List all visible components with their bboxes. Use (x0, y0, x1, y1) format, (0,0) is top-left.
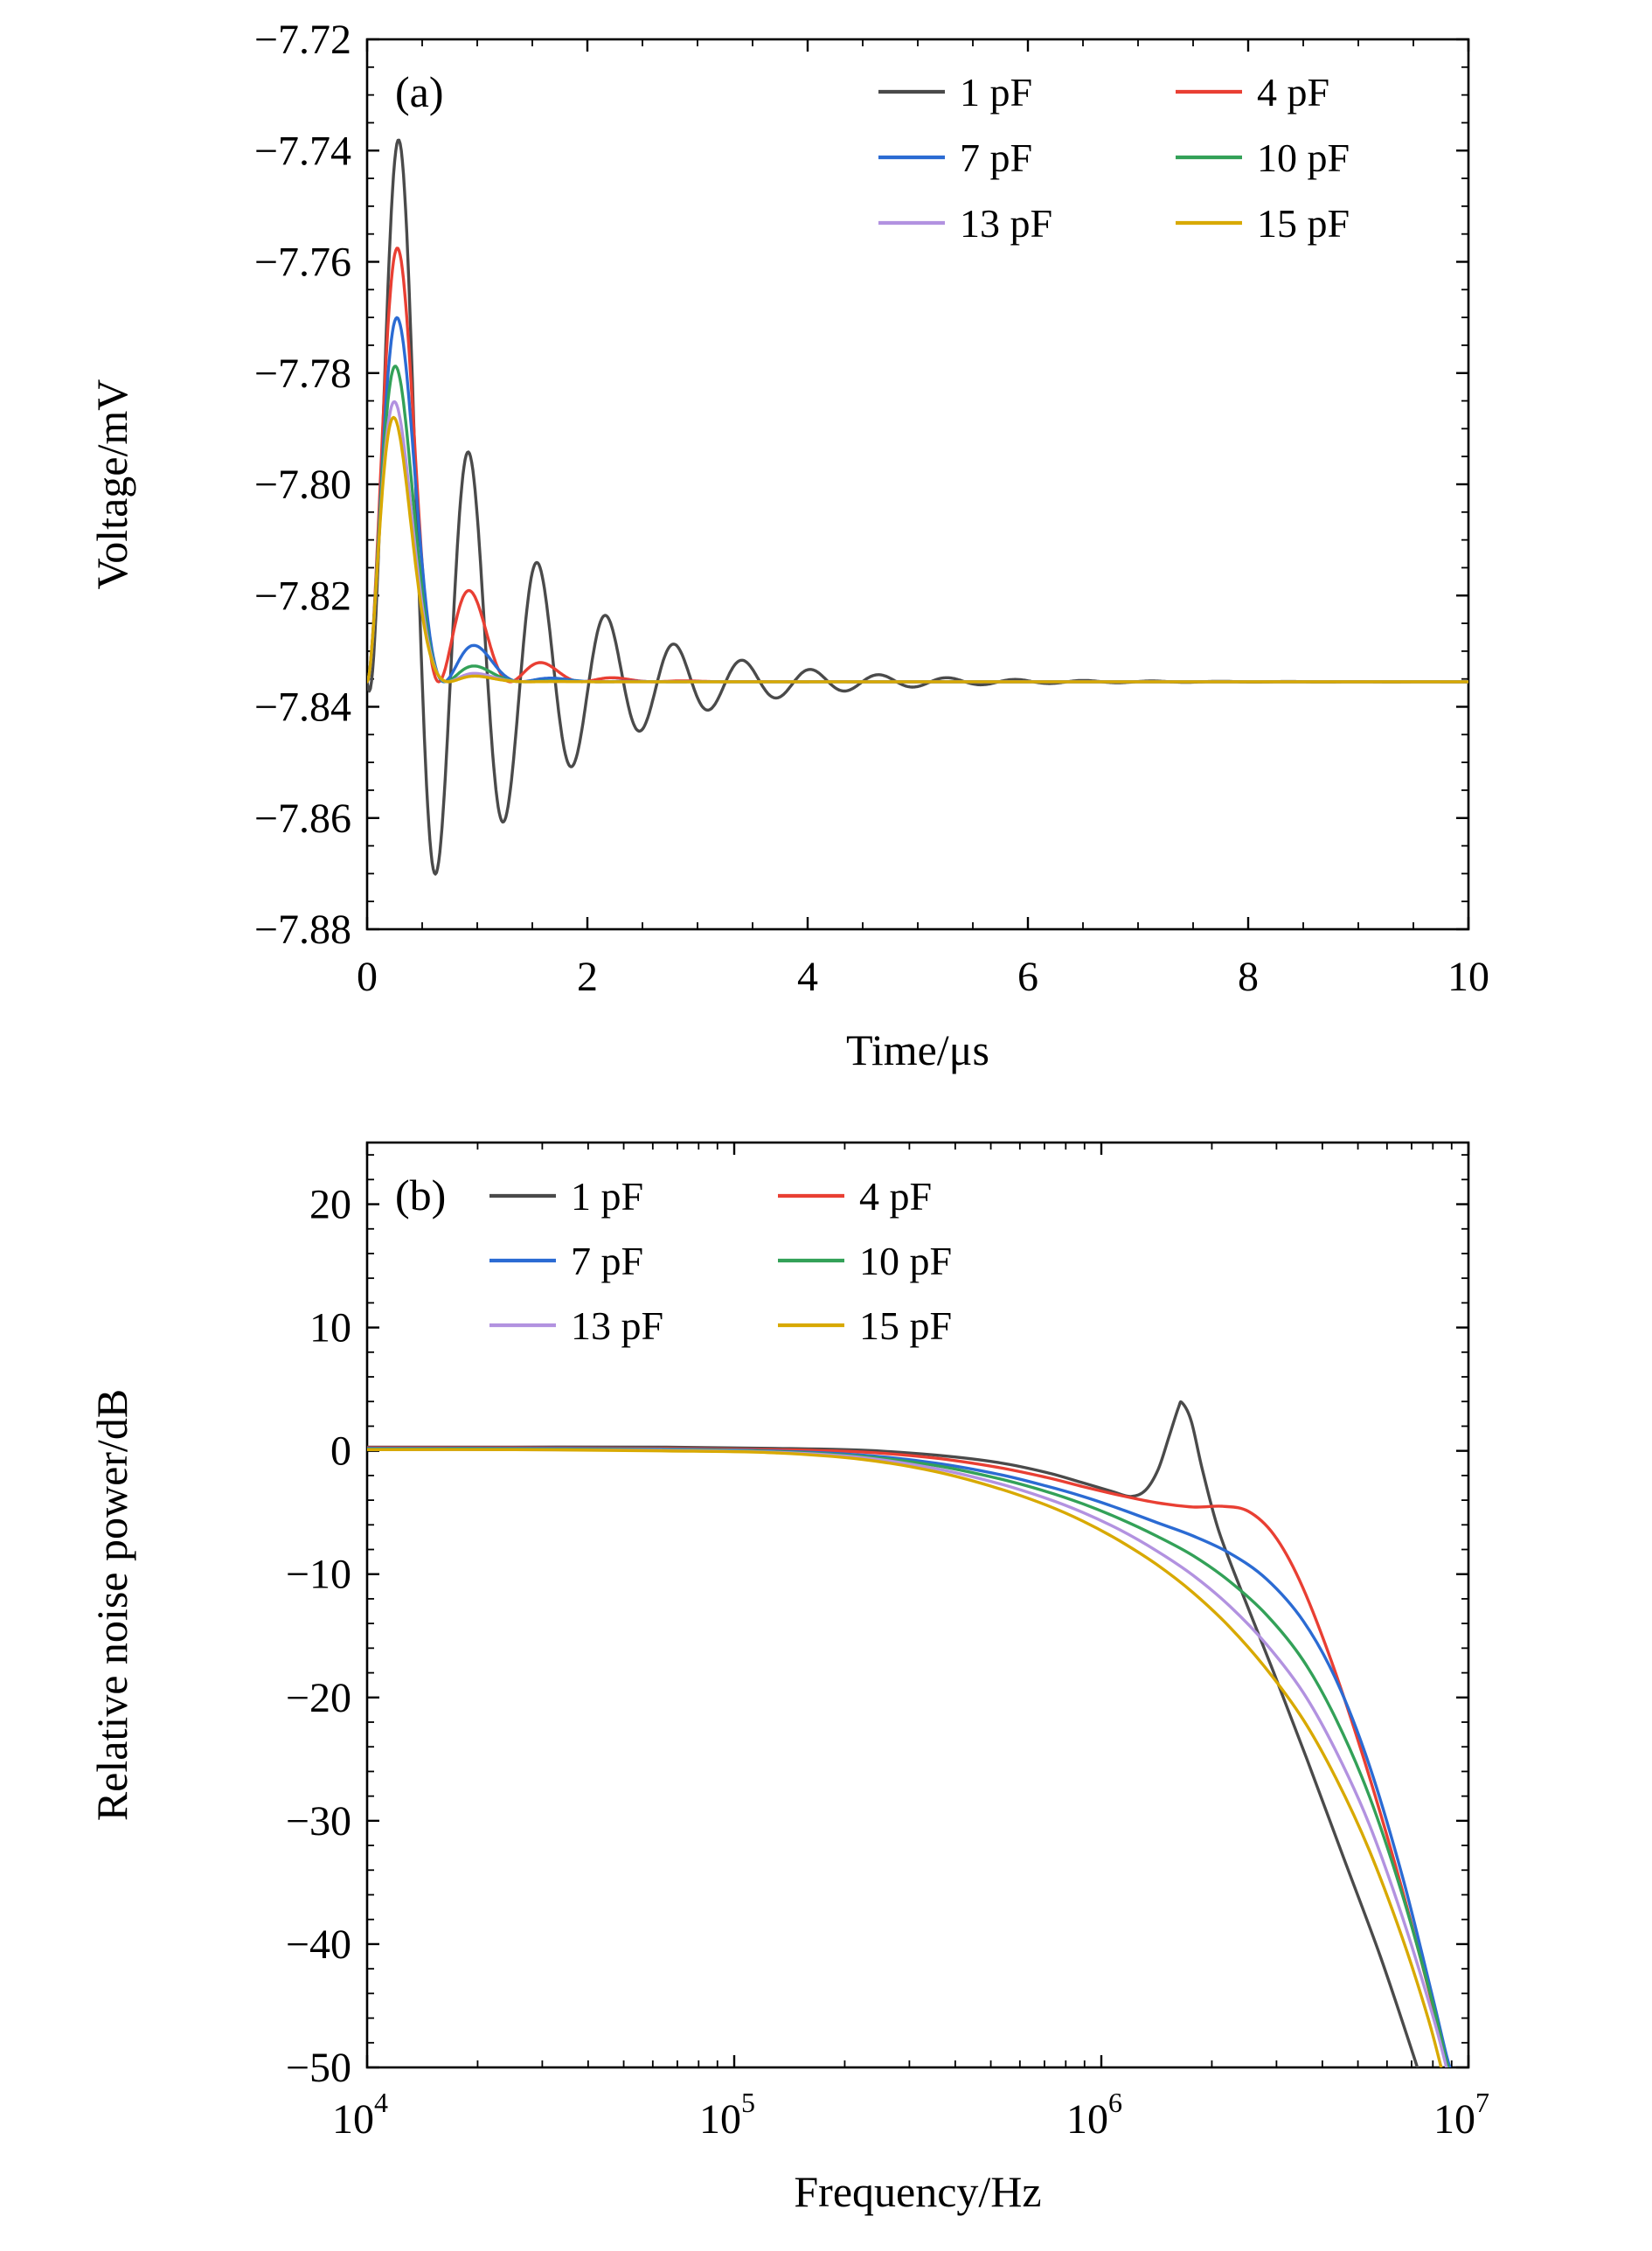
panel-b-legend-label-10-pF: 10 pF (859, 1239, 952, 1283)
panel-b-curve-7-pF (367, 1447, 1452, 2067)
panel-b-xlabel: Frequency/Hz (794, 2167, 1041, 2216)
panel-a-curve-13-pF (367, 399, 1468, 684)
panel-a-ytick: −7.76 (254, 240, 351, 286)
panel-b-curve-4-pF (367, 1446, 1449, 2067)
panel-a-ytick: −7.84 (254, 684, 351, 731)
panel-a: 0 2 4 6 8 10 −7.72 −7.74 −7.76 −7.78 −7.80 −7.82 −7.… (87, 17, 1489, 1074)
panel-b-curve-10-pF (367, 1447, 1450, 2067)
panel-b-legend-label-13-pF: 13 pF (571, 1303, 663, 1348)
panel-b-xtick: 104 (332, 2087, 388, 2143)
panel-b-ytick: −30 (286, 1798, 351, 1845)
panel-a-legend-label-1-pF: 1 pF (960, 70, 1032, 115)
panel-a-ytick: −7.74 (254, 128, 351, 174)
panel-b-ytick: −20 (286, 1675, 351, 1721)
panel-b-curve-15-pF (367, 1448, 1443, 2067)
panel-b-curve-1-pF (367, 1400, 1419, 2067)
panel-a-ytick: −7.78 (254, 351, 351, 397)
panel-a-curve-15-pF (367, 415, 1468, 684)
panel-b-ytick: 20 (309, 1182, 351, 1228)
panel-b-frame (365, 1141, 1470, 2069)
panel-a-legend-label-4-pF: 4 pF (1257, 70, 1329, 115)
panel-a-ticks (365, 38, 1470, 931)
panel-b-xtick: 105 (699, 2087, 755, 2143)
panel-a-ytick: −7.80 (254, 462, 351, 508)
panel-b-ytick: −40 (286, 1921, 351, 1968)
panel-a-legend-label-7-pF: 7 pF (960, 135, 1032, 180)
panel-a-legend-label-15-pF: 15 pF (1257, 201, 1350, 246)
panel-b-legend-label-15-pF: 15 pF (859, 1303, 952, 1348)
panel-a-xtick: 8 (1238, 954, 1259, 1000)
panel-a-xlabel: Time/μs (846, 1025, 989, 1074)
panel-b-ytick: 10 (309, 1305, 351, 1351)
panel-b-curves (367, 1400, 1452, 2067)
panel-a-curve-7-pF (367, 316, 1468, 684)
panel-a-xtick: 4 (797, 954, 818, 1000)
panel-b-ylabel: Relative noise power/dB (87, 1389, 136, 1821)
panel-b: 104 105 106 107 20 10 0 −10 −20 −30 −40 −50 Frequenc… (87, 1141, 1489, 2216)
panel-b-ticks (365, 1143, 1470, 2069)
panel-a-ylabel: Voltage/mV (87, 379, 136, 590)
panel-a-ytick: −7.86 (254, 795, 351, 842)
panel-a-curve-1-pF (367, 138, 1468, 876)
panel-a-ytick: −7.72 (254, 17, 351, 63)
panel-a-curve-4-pF (367, 247, 1468, 684)
panel-b-ytick: 0 (330, 1428, 351, 1475)
panel-a-curve-10-pF (367, 365, 1468, 684)
panel-a-curves (367, 138, 1468, 876)
panel-a-letter: (a) (395, 67, 444, 116)
panel-b-legend-label-4-pF: 4 pF (859, 1174, 932, 1219)
panel-a-xtick: 0 (357, 954, 378, 1000)
panel-b-axis-labels: 104 105 106 107 20 10 0 −10 −20 −30 −40 −50 Frequenc… (87, 1171, 1489, 2216)
panel-a-xtick: 6 (1017, 954, 1038, 1000)
panel-a-axis-labels: 0 2 4 6 8 10 −7.72 −7.74 −7.76 −7.78 −7.80 −7.82 −7.… (87, 17, 1489, 1074)
panel-b-letter: (b) (395, 1171, 446, 1219)
panel-b-xtick: 106 (1066, 2087, 1122, 2143)
panel-b-ytick: −10 (286, 1552, 351, 1598)
panel-b-legend: 1 pF 7 pF 13 pF 4 pF 10 pF 15 pF (489, 1174, 952, 1348)
panel-a-xtick: 10 (1447, 954, 1489, 1000)
panel-b-xtick: 107 (1433, 2087, 1489, 2143)
panel-a-legend-label-13-pF: 13 pF (960, 201, 1052, 246)
panel-b-ytick: −50 (286, 2045, 351, 2091)
panel-a-xtick: 2 (577, 954, 598, 1000)
panel-b-legend-label-1-pF: 1 pF (571, 1174, 643, 1219)
panel-a-ytick: −7.88 (254, 907, 351, 953)
panel-a-ytick: −7.82 (254, 573, 351, 619)
panel-b-curve-13-pF (367, 1448, 1448, 2067)
panel-b-legend-label-7-pF: 7 pF (571, 1239, 643, 1283)
panel-a-legend: 1 pF 7 pF 13 pF 4 pF 10 pF 15 pF (878, 70, 1350, 246)
panel-a-legend-label-10-pF: 10 pF (1257, 135, 1350, 180)
